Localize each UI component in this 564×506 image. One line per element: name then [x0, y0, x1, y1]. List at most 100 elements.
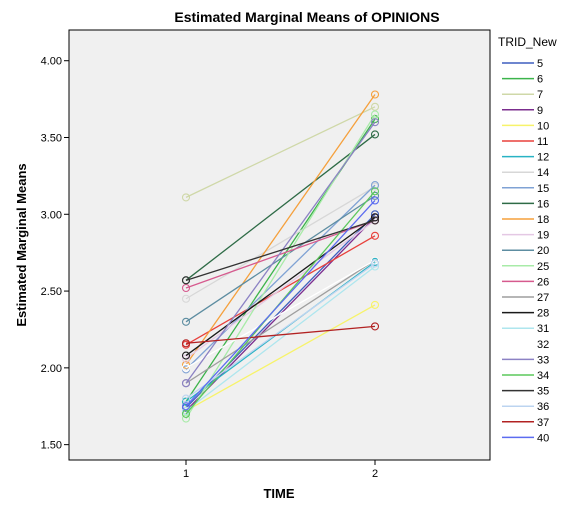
data-point	[181, 363, 191, 372]
legend-label: 11	[537, 136, 548, 148]
series-7	[181, 102, 380, 202]
series-line	[185, 262, 376, 400]
legend-label: 14	[537, 167, 549, 179]
data-point	[370, 259, 380, 268]
series-line	[185, 259, 376, 384]
data-point	[181, 409, 191, 418]
data-point	[370, 90, 380, 99]
data-point	[181, 360, 191, 369]
legend-item: 26	[502, 276, 549, 288]
series-line	[185, 219, 376, 289]
series-33	[181, 118, 380, 388]
legend-label: 5	[537, 58, 543, 70]
legend-label: 15	[537, 183, 549, 195]
legend-label: 12	[537, 152, 549, 164]
legend-label: 36	[537, 401, 549, 413]
data-point	[181, 317, 191, 326]
data-point	[181, 339, 191, 348]
series-line	[185, 219, 376, 281]
series-line	[185, 200, 376, 407]
legend-item: 35	[502, 386, 549, 398]
data-point	[370, 216, 380, 225]
legend-item: 5	[502, 58, 543, 70]
legend-label: 34	[537, 370, 549, 382]
data-point	[370, 322, 380, 331]
x-tick-label: 2	[372, 468, 378, 480]
legend-label: 9	[537, 105, 543, 117]
legend-item: 11	[502, 136, 548, 148]
x-tick-label: 1	[183, 468, 189, 480]
series-line	[185, 195, 376, 323]
y-axis-label: Estimated Marginal Means	[14, 163, 29, 326]
series-37	[181, 322, 380, 348]
data-point	[370, 196, 380, 205]
series-line	[185, 325, 376, 344]
legend-item: 40	[502, 432, 549, 444]
series-line	[185, 121, 376, 384]
legend-item: 9	[502, 105, 543, 117]
legend-item: 14	[502, 167, 549, 179]
series-18	[181, 90, 380, 369]
data-point	[181, 394, 191, 403]
data-point	[370, 102, 380, 111]
legend-item: 10	[502, 120, 549, 132]
legend-item: 32	[502, 339, 549, 351]
legend-label: 25	[537, 261, 549, 273]
legend-label: 32	[537, 339, 549, 351]
legend-item: 16	[502, 198, 549, 210]
legend-label: 10	[537, 120, 549, 132]
legend-label: 37	[537, 417, 549, 429]
data-point	[370, 110, 380, 119]
series-line	[185, 216, 376, 357]
series-line	[185, 106, 376, 198]
data-point	[181, 283, 191, 293]
legend-label: 20	[537, 245, 549, 257]
data-point	[370, 300, 380, 309]
data-point	[181, 193, 191, 202]
legend-label: 26	[537, 276, 549, 288]
series-line	[185, 259, 376, 369]
legend-item: 20	[502, 245, 549, 257]
data-point	[370, 187, 380, 196]
legend-label: 35	[537, 386, 549, 398]
data-point	[181, 351, 191, 360]
series-line	[185, 265, 376, 412]
y-axis: 1.50 2.00 2.50 3.00 3.50 4.00	[41, 56, 69, 452]
data-point	[370, 231, 380, 240]
data-point	[181, 406, 191, 415]
legend-label: 6	[537, 74, 543, 86]
legend-label: 31	[537, 323, 549, 335]
legend-item: 28	[502, 308, 549, 320]
legend-item: 18	[502, 214, 549, 226]
series-line	[185, 219, 376, 360]
legend-item: 37	[502, 417, 549, 429]
legend-item: 33	[502, 354, 549, 366]
legend-label: 18	[537, 214, 549, 226]
legend-item: 15	[502, 183, 549, 195]
y-tick-label: 2.00	[41, 363, 62, 375]
data-point	[181, 276, 191, 285]
legend-item: 7	[502, 89, 543, 101]
data-point	[181, 402, 191, 411]
series-36	[181, 259, 380, 403]
chart-title: Estimated Marginal Means of OPINIONS	[174, 9, 439, 25]
legend: TRID_New 5 6 7 9 10 11 12 14 15 16 18 19 20 25 26 27 28 3…	[498, 35, 557, 444]
series-line	[185, 94, 376, 366]
data-point	[181, 294, 191, 303]
legend-label: 33	[537, 354, 549, 366]
legend-item: 31	[502, 323, 549, 335]
data-point	[181, 379, 191, 388]
legend-item: 25	[502, 261, 549, 273]
legend-label: 16	[537, 198, 549, 210]
y-tick-label: 1.50	[41, 440, 62, 452]
data-point	[370, 181, 380, 190]
legend-label: 40	[537, 432, 549, 444]
series-40	[181, 196, 380, 411]
legend-label: 27	[537, 292, 549, 304]
y-tick-label: 3.50	[41, 133, 62, 145]
data-point	[181, 414, 191, 423]
legend-label: 28	[537, 308, 549, 320]
series-layer	[181, 90, 380, 423]
